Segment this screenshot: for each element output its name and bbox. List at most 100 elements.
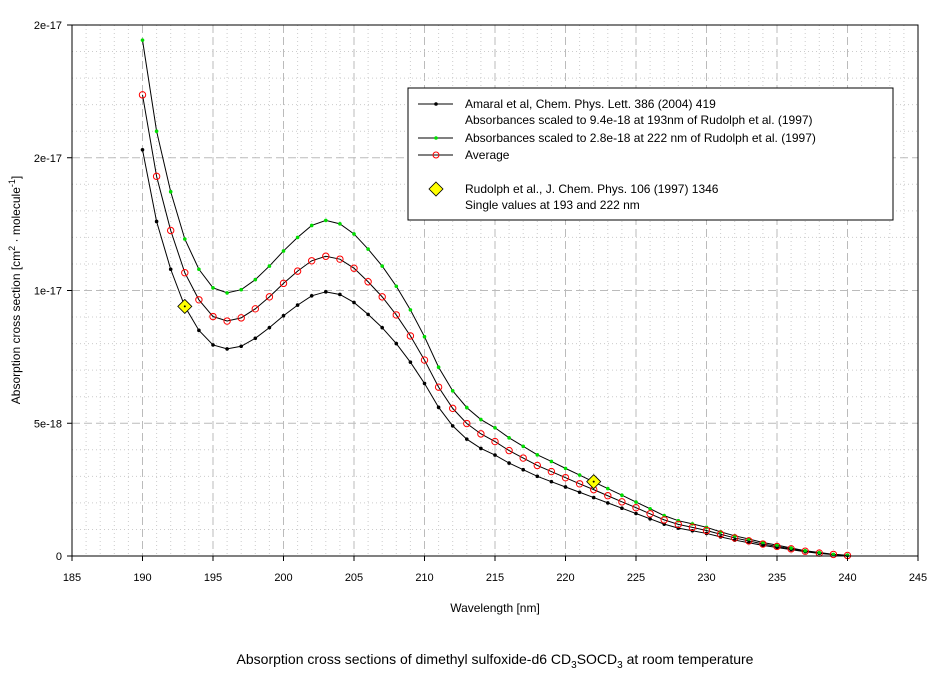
data-point: [450, 389, 455, 393]
data-point: [817, 550, 822, 555]
data-point: [535, 474, 540, 479]
data-point: [167, 226, 175, 235]
data-point: [549, 479, 554, 484]
data-point: [436, 405, 441, 410]
data-point: [634, 500, 638, 504]
data-point: [789, 546, 793, 550]
data-point: [604, 492, 612, 500]
data-point: [394, 341, 399, 346]
data-point: [309, 294, 314, 298]
data-point: [803, 548, 807, 553]
data-point: [168, 267, 173, 272]
y-axis: 0 5e-18 1e-17 2e-17 2e-17: [34, 20, 72, 563]
data-point: [519, 454, 527, 462]
data-point: [716, 530, 725, 538]
x-tick-label: 225: [627, 572, 645, 584]
data-point: [761, 540, 765, 545]
data-point: [660, 516, 668, 524]
series-line-2: [142, 94, 848, 556]
legend-box: [407, 87, 894, 221]
y-tick-label: 5e-18: [34, 418, 62, 430]
data-point: [674, 520, 682, 529]
data-point: [154, 219, 159, 224]
data-point: [239, 287, 243, 292]
data-point: [281, 249, 286, 253]
x-tick-label: 190: [133, 572, 151, 584]
data-point: [591, 495, 596, 500]
data-point: [309, 223, 314, 228]
data-point: [745, 537, 753, 545]
chart-title: Absorption cross sections of dimethyl su…: [237, 651, 754, 671]
legend-label-rudolph-note: Single values at 193 and 222 nm: [465, 198, 640, 212]
data-point: [350, 264, 358, 272]
data-point: [620, 506, 624, 511]
legend-label-amaral: Amaral et al, Chem. Phys. Lett. 386 (200…: [465, 97, 716, 111]
data-point: [352, 232, 356, 236]
data-point: [197, 328, 201, 333]
data-point: [293, 267, 302, 275]
data-point: [702, 526, 711, 535]
data-point: [563, 466, 568, 471]
y-axis-label: Absorption cross section [cm2 · molecule…: [7, 176, 23, 404]
data-point: [477, 430, 485, 438]
data-point: [547, 467, 556, 476]
y-tick-label: 1e-17: [34, 286, 62, 298]
data-point: [449, 404, 457, 413]
data-point: [434, 383, 443, 391]
data-point: [267, 264, 272, 268]
data-point: [338, 222, 342, 226]
data-point: [491, 437, 499, 446]
x-tick-label: 220: [556, 572, 574, 584]
data-point: [138, 91, 147, 99]
data-point: [465, 405, 469, 410]
data-point: [267, 325, 272, 330]
data-point: [463, 419, 471, 428]
data-point: [420, 356, 429, 364]
legend-marker-diamond: [428, 181, 444, 197]
data-point: [237, 314, 245, 322]
data-point: [225, 347, 229, 351]
data-point: [775, 543, 779, 547]
data-point: [422, 334, 427, 339]
data-point: [646, 510, 654, 518]
x-tick-label: 230: [697, 572, 715, 584]
x-tick-label: 235: [768, 572, 786, 584]
data-point: [352, 300, 356, 305]
data-point: [392, 311, 400, 319]
data-point: [295, 303, 300, 307]
x-axis: 185 190 195 200 205 210 215 220 225 230 235 240 245: [63, 556, 927, 584]
data-point: [575, 480, 584, 488]
data-point: [140, 147, 145, 152]
data-point: [479, 417, 483, 422]
data-point: [406, 332, 415, 340]
data-point: [380, 264, 385, 268]
data-point: [829, 550, 838, 559]
data-point: [521, 467, 525, 472]
data-point: [183, 237, 187, 241]
data-point: [197, 267, 201, 272]
legend-label-green: Absorbances scaled to 2.8e-18 at 222 nm …: [465, 131, 816, 145]
data-point: [577, 473, 582, 477]
data-point: [479, 446, 483, 451]
data-point: [507, 461, 511, 465]
x-tick-label: 210: [415, 572, 433, 584]
data-point: [408, 360, 413, 364]
data-point: [465, 437, 469, 441]
y-tick-label: 2e-17: [34, 153, 62, 165]
data-point: [338, 292, 342, 297]
data-point: [366, 247, 370, 251]
x-tick-label: 215: [486, 572, 504, 584]
series-layer: [138, 38, 852, 560]
data-point: [618, 498, 626, 506]
data-point: [324, 290, 328, 294]
data-point: [563, 485, 568, 489]
data-point: [577, 490, 582, 495]
data-point: [688, 523, 697, 532]
data-point: [801, 547, 809, 555]
data-point: [154, 129, 159, 133]
x-axis-label: Wavelength [nm]: [450, 601, 540, 615]
data-point: [253, 277, 258, 282]
data-point: [324, 218, 328, 223]
data-point: [253, 336, 258, 341]
